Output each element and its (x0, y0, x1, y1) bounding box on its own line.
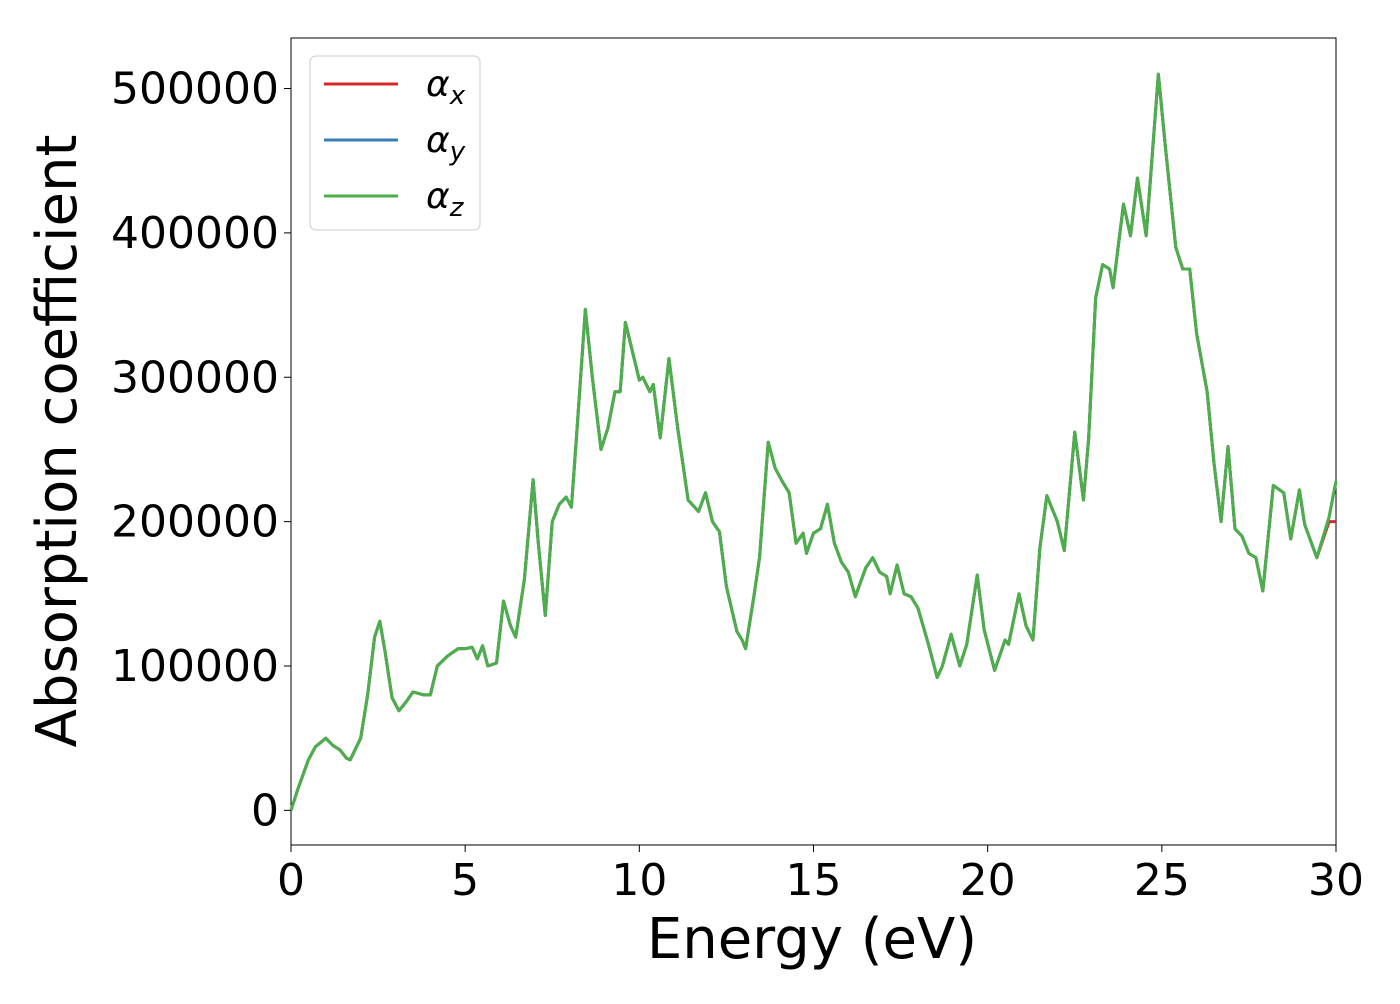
legend-label: αy (426, 120, 466, 167)
legend-label: αz (426, 176, 465, 223)
legend: αx αy αz (309, 55, 481, 231)
x-tick-label: 25 (1134, 855, 1190, 906)
y-tick-label: 300000 (111, 352, 279, 403)
legend-box (309, 55, 481, 231)
y-tick-label: 400000 (111, 208, 279, 259)
y-tick-label: 200000 (111, 497, 279, 548)
x-tick-label: 30 (1308, 855, 1364, 906)
x-tick-label: 10 (611, 855, 667, 906)
x-tick-label: 0 (277, 855, 305, 906)
y-tick-label: 0 (251, 785, 279, 836)
x-tick-label: 15 (786, 855, 842, 906)
y-tick-label: 500000 (111, 64, 279, 115)
x-tick-label: 20 (960, 855, 1016, 906)
y-tick-label: 100000 (111, 641, 279, 692)
series-line (289, 72, 1338, 811)
x-axis-label: Energy (eV) (647, 907, 977, 972)
x-tick-label: 5 (451, 855, 479, 906)
legend-label: αx (426, 64, 466, 111)
y-axis-label: Absorption coefficient (25, 135, 90, 748)
